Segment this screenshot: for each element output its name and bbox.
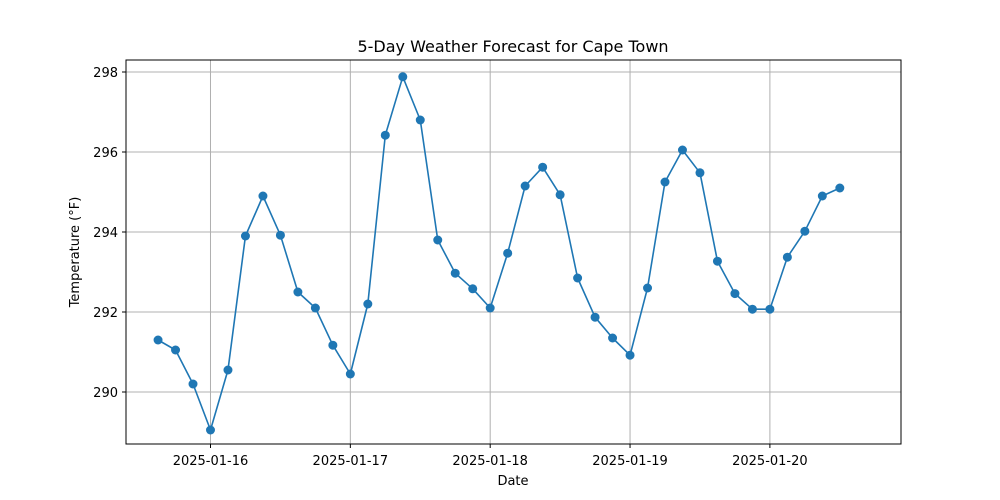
x-tick-label: 2025-01-17 bbox=[313, 454, 389, 469]
data-point bbox=[275, 230, 285, 240]
plot-area bbox=[125, 59, 902, 445]
data-point bbox=[520, 181, 530, 191]
data-point bbox=[415, 115, 425, 125]
series bbox=[153, 72, 845, 435]
y-tick-label: 292 bbox=[93, 306, 118, 321]
data-point bbox=[188, 379, 198, 389]
data-point bbox=[240, 231, 250, 241]
data-point bbox=[660, 177, 670, 187]
data-point bbox=[153, 335, 163, 345]
y-tick-label: 290 bbox=[93, 386, 118, 401]
data-point bbox=[555, 190, 565, 200]
y-tick-label: 296 bbox=[93, 146, 118, 161]
data-point bbox=[310, 303, 320, 313]
data-point bbox=[328, 340, 338, 350]
temperature-line bbox=[157, 76, 841, 431]
data-point bbox=[590, 312, 600, 322]
data-point bbox=[171, 345, 181, 355]
data-point bbox=[695, 168, 705, 178]
data-point bbox=[835, 183, 845, 193]
data-point bbox=[782, 252, 792, 262]
y-axis-label: Temperature (°F) bbox=[68, 197, 83, 309]
x-tick-label: 2025-01-19 bbox=[592, 454, 668, 469]
x-tick-label: 2025-01-16 bbox=[173, 454, 249, 469]
data-point bbox=[573, 273, 583, 283]
data-point bbox=[625, 350, 635, 360]
y-tick-label: 294 bbox=[93, 226, 118, 241]
x-axis-label: Date bbox=[497, 474, 528, 489]
x-tick-label: 2025-01-18 bbox=[452, 454, 528, 469]
data-point bbox=[433, 235, 443, 245]
data-point bbox=[380, 130, 390, 140]
data-point bbox=[223, 365, 233, 375]
chart-title: 5-Day Weather Forecast for Cape Town bbox=[357, 37, 668, 56]
data-point bbox=[747, 304, 757, 314]
data-point bbox=[730, 289, 740, 299]
data-point bbox=[643, 283, 653, 293]
data-point bbox=[485, 303, 495, 313]
data-point bbox=[765, 304, 775, 314]
data-point bbox=[608, 333, 618, 343]
y-tick-label: 298 bbox=[93, 66, 118, 81]
x-tick-label: 2025-01-20 bbox=[732, 454, 808, 469]
data-point bbox=[205, 425, 215, 435]
data-point bbox=[345, 369, 355, 379]
axes: 2025-01-16 2025-01-17 2025-01-18 2025-01-19… bbox=[93, 66, 808, 469]
data-point bbox=[817, 191, 827, 201]
data-point bbox=[450, 268, 460, 278]
data-point bbox=[503, 248, 513, 258]
data-point bbox=[398, 72, 408, 82]
data-point bbox=[258, 191, 268, 201]
data-point bbox=[712, 256, 722, 266]
data-point bbox=[468, 284, 478, 294]
data-point bbox=[677, 145, 687, 155]
data-point bbox=[293, 287, 303, 297]
data-point bbox=[800, 226, 810, 236]
data-point bbox=[538, 162, 548, 172]
data-point bbox=[363, 299, 373, 309]
grid bbox=[126, 60, 901, 444]
